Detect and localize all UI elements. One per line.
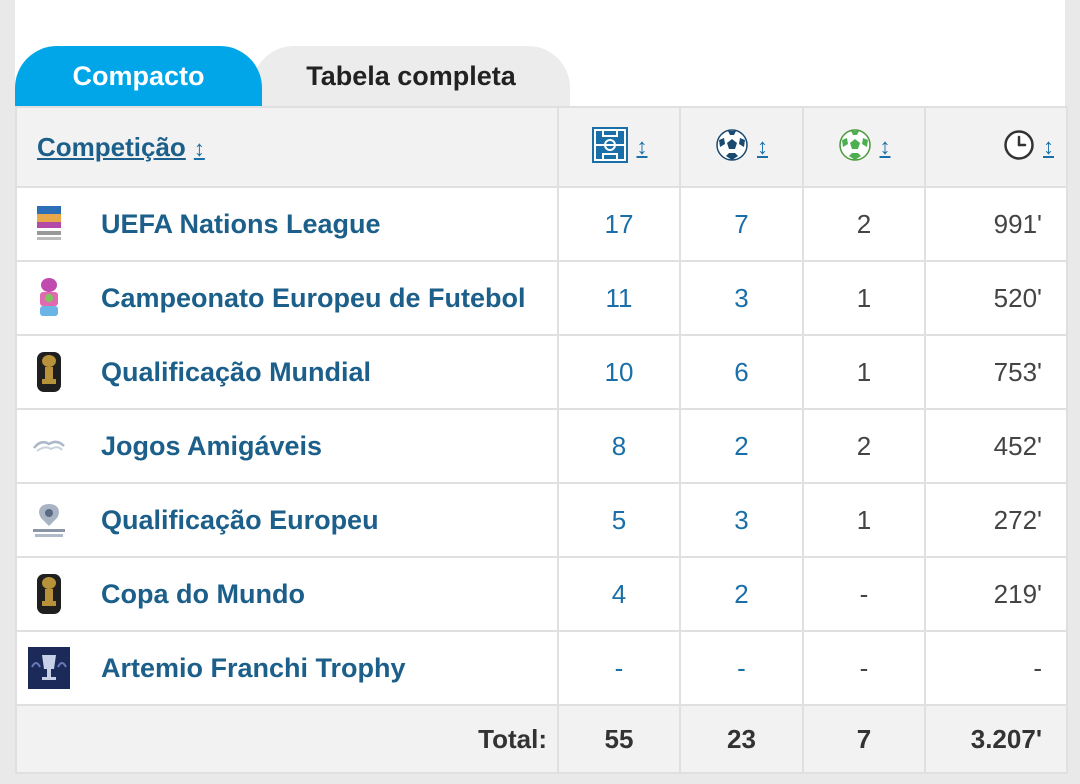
goals-cell[interactable]: 7: [679, 186, 804, 262]
appearances-cell[interactable]: 11: [557, 260, 681, 336]
header-goals[interactable]: ↕: [679, 106, 804, 188]
assists-cell: 1: [802, 482, 926, 558]
appearances-cell[interactable]: 5: [557, 482, 681, 558]
assists-cell: -: [802, 556, 926, 632]
football-goal-icon: [715, 128, 749, 167]
assists-cell: -: [802, 630, 926, 706]
total-label: Total:: [15, 704, 559, 774]
assists-cell: 2: [802, 408, 926, 484]
competition-cell: Artemio Franchi Trophy: [15, 630, 559, 706]
table-header-row: Competição ↕: [15, 106, 1068, 188]
total-minutes: 3.207': [924, 704, 1068, 774]
competition-cell: Qualificação Europeu: [15, 482, 559, 558]
football-assist-icon: [838, 128, 872, 167]
competition-header-label[interactable]: Competição: [37, 131, 186, 162]
table-row: UEFA Nations League 17 7 2 991': [15, 186, 1068, 262]
euro-qualifiers-logo: [27, 497, 71, 543]
goals-cell[interactable]: 3: [679, 260, 804, 336]
world-cup-trophy-logo: [27, 349, 71, 395]
header-appearances[interactable]: ↕: [557, 106, 681, 188]
competition-link[interactable]: Jogos Amigáveis: [101, 430, 323, 461]
competition-link[interactable]: Qualificação Europeu: [101, 504, 379, 535]
minutes-cell: 219': [924, 556, 1068, 632]
assists-cell: 2: [802, 186, 926, 262]
friendlies-logo: [27, 423, 71, 469]
competition-link[interactable]: Qualificação Mundial: [101, 356, 372, 387]
assists-cell: 1: [802, 260, 926, 336]
minutes-cell: 520': [924, 260, 1068, 336]
goals-cell[interactable]: 3: [679, 482, 804, 558]
clock-icon: [1003, 129, 1035, 166]
total-goals: 23: [679, 704, 804, 774]
competition-link[interactable]: UEFA Nations League: [101, 208, 381, 239]
sort-icon[interactable]: ↕: [879, 134, 891, 159]
table-row: Qualificação Mundial 10 6 1 753': [15, 334, 1068, 410]
table-row: Campeonato Europeu de Futebol 11 3 1 520…: [15, 260, 1068, 336]
header-competition[interactable]: Competição ↕: [15, 106, 559, 188]
sort-icon[interactable]: ↕: [1043, 134, 1054, 159]
euro-logo: [27, 275, 71, 321]
competition-cell: Campeonato Europeu de Futebol: [15, 260, 559, 336]
pitch-icon: [591, 126, 629, 169]
competition-cell: Jogos Amigáveis: [15, 408, 559, 484]
goals-cell[interactable]: 6: [679, 334, 804, 410]
world-cup-trophy-logo: [27, 571, 71, 617]
appearances-cell[interactable]: 10: [557, 334, 681, 410]
minutes-cell: 272': [924, 482, 1068, 558]
minutes-cell: 991': [924, 186, 1068, 262]
header-assists[interactable]: ↕: [802, 106, 926, 188]
table-row: Copa do Mundo 4 2 - 219': [15, 556, 1068, 632]
minutes-cell: -: [924, 630, 1068, 706]
tab-compact[interactable]: Compacto: [15, 46, 262, 106]
appearances-cell[interactable]: 8: [557, 408, 681, 484]
nations-league-logo: [27, 201, 71, 247]
header-minutes[interactable]: ↕: [924, 106, 1068, 188]
tab-full-table[interactable]: Tabela completa: [252, 46, 570, 106]
table-row: Jogos Amigáveis 8 2 2 452': [15, 408, 1068, 484]
total-appearances: 55: [557, 704, 681, 774]
appearances-cell[interactable]: -: [557, 630, 681, 706]
sort-icon[interactable]: ↕: [636, 134, 648, 159]
table-row: Qualificação Europeu 5 3 1 272': [15, 482, 1068, 558]
minutes-cell: 452': [924, 408, 1068, 484]
sort-icon[interactable]: ↕: [193, 135, 205, 161]
appearances-cell[interactable]: 17: [557, 186, 681, 262]
competition-stats-table: Competição ↕: [15, 106, 1068, 774]
finalissima-logo: [27, 645, 71, 691]
competition-cell: UEFA Nations League: [15, 186, 559, 262]
goals-cell[interactable]: 2: [679, 556, 804, 632]
competition-cell: Copa do Mundo: [15, 556, 559, 632]
stats-table-container: Competição ↕: [15, 106, 1068, 774]
competition-link[interactable]: Campeonato Europeu de Futebol: [101, 282, 526, 313]
sort-icon[interactable]: ↕: [757, 134, 768, 159]
competition-cell: Qualificação Mundial: [15, 334, 559, 410]
appearances-cell[interactable]: 4: [557, 556, 681, 632]
total-assists: 7: [802, 704, 926, 774]
goals-cell[interactable]: -: [679, 630, 804, 706]
goals-cell[interactable]: 2: [679, 408, 804, 484]
table-row: Artemio Franchi Trophy - - - -: [15, 630, 1068, 706]
totals-row: Total: 55 23 7 3.207': [15, 704, 1068, 774]
competition-link[interactable]: Artemio Franchi Trophy: [101, 652, 406, 683]
assists-cell: 1: [802, 334, 926, 410]
minutes-cell: 753': [924, 334, 1068, 410]
competition-link[interactable]: Copa do Mundo: [101, 578, 305, 609]
